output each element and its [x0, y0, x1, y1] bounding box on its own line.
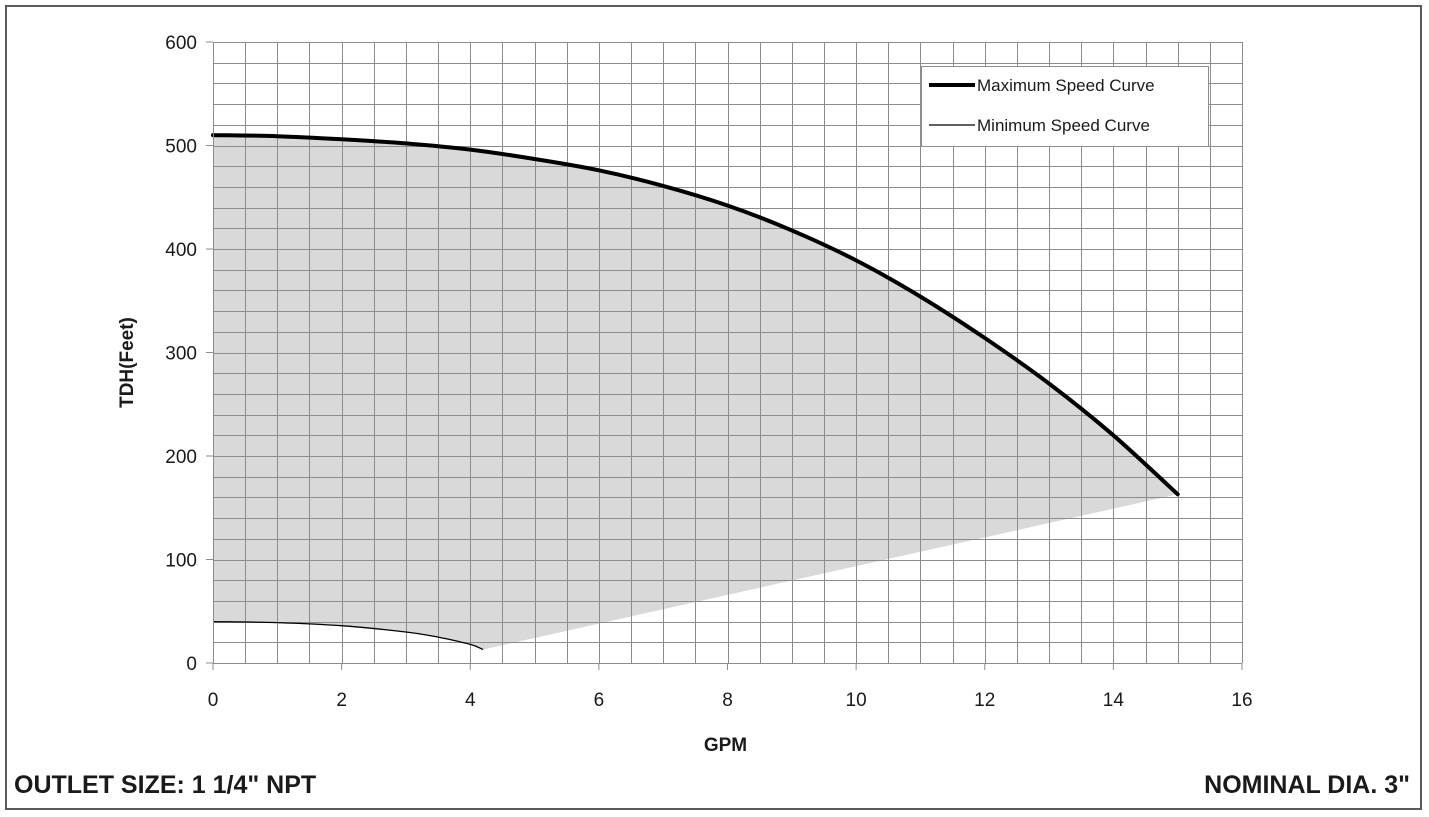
series-layer	[211, 133, 1180, 651]
x-tick-label: 2	[336, 690, 347, 711]
x-tick-label: 8	[722, 690, 733, 711]
chart-frame	[5, 5, 1422, 810]
y-tick-label: 100	[165, 551, 197, 572]
minimum-speed-curve	[212, 620, 484, 651]
x-tick-label: 4	[465, 690, 476, 711]
maximum-speed-curve	[211, 133, 1180, 497]
x-tick-label: 12	[974, 690, 995, 711]
legend-entry-label: Minimum Speed Curve	[977, 116, 1150, 135]
x-tick-label: 16	[1231, 690, 1252, 711]
y-tick-label: 400	[165, 240, 197, 261]
y-axis-label: TDH(Feet)	[117, 317, 138, 408]
y-tick-label: 0	[186, 654, 197, 675]
legend: Maximum Speed Curve Minimum Speed Curve	[921, 66, 1209, 147]
x-tick-label: 14	[1103, 690, 1125, 711]
y-tick-label: 500	[165, 137, 197, 158]
y-tick-label: 600	[165, 33, 197, 54]
x-tick-label: 6	[594, 690, 605, 711]
axis-layer: 0 2 4 6 8 10 12 14 16 0 100 200 300 400 500 600 GPM TDH(F…	[117, 33, 1253, 756]
grid-layer	[213, 42, 1243, 664]
x-tick-label: 10	[846, 690, 867, 711]
outlet-size-label: OUTLET SIZE: 1 1/4" NPT	[14, 771, 317, 799]
nominal-diameter-label: NOMINAL DIA. 3"	[1204, 771, 1410, 799]
y-tick-label: 200	[165, 447, 197, 468]
y-tick-label: 300	[165, 344, 197, 365]
legend-box	[921, 66, 1209, 147]
x-tick-label: 0	[208, 690, 219, 711]
x-axis-label: GPM	[704, 735, 747, 756]
legend-entry-label: Maximum Speed Curve	[977, 76, 1155, 95]
